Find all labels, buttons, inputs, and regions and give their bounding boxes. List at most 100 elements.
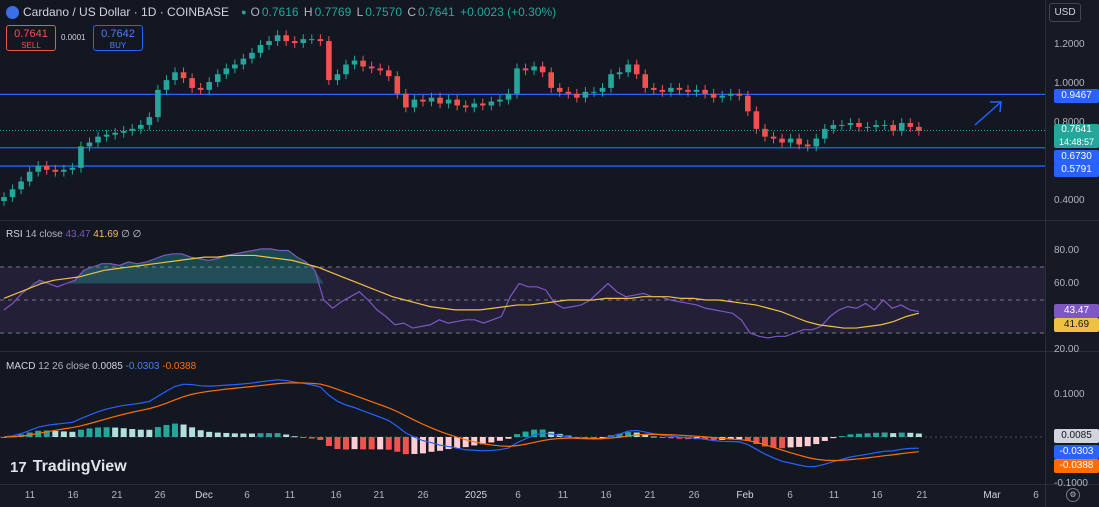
macd-histogram-bar <box>505 437 512 439</box>
candle <box>847 118 854 130</box>
candle <box>471 98 478 113</box>
time-axis-label: 6 <box>787 490 793 501</box>
time-axis-label: 6 <box>515 490 521 501</box>
candle <box>488 96 495 111</box>
macd-histogram-bar <box>616 433 623 437</box>
macd-histogram-bar <box>343 437 349 450</box>
candle <box>916 122 922 136</box>
macd-histogram-bar <box>368 437 375 450</box>
tv-logo-icon: 17 <box>10 458 27 476</box>
macd-histogram-bar <box>214 432 221 437</box>
macd-histogram-bar <box>60 431 67 437</box>
macd-histogram-bar <box>317 437 324 440</box>
price-tick: 0.8000 <box>1054 117 1085 128</box>
macd-histogram-bar <box>915 433 922 437</box>
candle <box>43 161 50 175</box>
macd-histogram-bar <box>69 431 76 437</box>
tradingview-logo[interactable]: 17 TradingView <box>10 458 127 476</box>
macd-histogram-bar <box>856 433 862 437</box>
macd-histogram-bar <box>257 433 264 437</box>
candle <box>753 106 760 134</box>
candle <box>26 166 33 187</box>
candle <box>839 120 845 130</box>
time-axis-label: 16 <box>67 490 79 501</box>
macd-histogram-bar <box>291 436 298 438</box>
rsi-legend[interactable]: RSI 14 close 43.47 41.69 ∅ ∅ <box>6 229 142 240</box>
candle <box>283 30 289 46</box>
candle <box>454 94 460 111</box>
candle <box>394 71 401 99</box>
candle <box>138 120 144 134</box>
candle <box>334 69 341 85</box>
candle <box>736 88 743 101</box>
sell-button[interactable]: 0.7641 SELL <box>6 25 56 51</box>
macd-hist-tag: 0.0085 <box>1054 429 1099 443</box>
candle <box>35 161 41 177</box>
macd-signal-tag: -0.0388 <box>1054 459 1099 473</box>
macd-histogram-bar <box>573 437 580 438</box>
brand-name: TradingView <box>32 458 127 475</box>
time-axis-label: 26 <box>417 490 429 501</box>
candle <box>642 69 649 93</box>
macd-histogram-bar <box>821 437 828 441</box>
settings-gear-icon[interactable]: ⚙ <box>1066 488 1080 502</box>
resistance-price-tag: 0.9467 <box>1054 89 1099 103</box>
sell-price: 0.7641 <box>14 28 48 40</box>
candle <box>685 84 691 97</box>
rsi-ma-tag: 41.69 <box>1054 318 1099 332</box>
candle <box>52 164 59 177</box>
arrow-drawing[interactable] <box>974 101 1002 126</box>
time-axis-label: Mar <box>983 490 1001 501</box>
macd-histogram-bar <box>736 437 743 440</box>
macd-histogram-bar <box>248 433 255 437</box>
macd-line[interactable] <box>3 379 919 468</box>
candle <box>403 88 409 113</box>
buy-button[interactable]: 0.7642 BUY <box>93 25 143 51</box>
symbol-title: Cardano / US Dollar · 1D · COINBASE <box>23 5 230 19</box>
macd-histogram-bar <box>86 428 93 437</box>
macd-histogram-bar <box>873 432 880 437</box>
macd-histogram-bar <box>325 437 332 446</box>
candle <box>69 162 76 175</box>
macd-histogram-bar <box>43 430 50 437</box>
macd-legend[interactable]: MACD 12 26 close 0.0085 -0.0303 -0.0388 <box>6 361 197 372</box>
macd-histogram-bar <box>163 424 170 437</box>
buy-label: BUY <box>109 41 127 50</box>
macd-histogram-bar <box>112 427 119 437</box>
candle <box>163 75 170 95</box>
candle <box>129 123 136 136</box>
rsi-ma-line[interactable] <box>3 254 920 329</box>
candle <box>155 84 161 123</box>
time-axis-label: 26 <box>154 490 166 501</box>
macd-histogram-bar <box>274 433 281 437</box>
macd-histogram-bar <box>462 437 469 448</box>
time-axis-label: 16 <box>871 490 883 501</box>
time-axis-label: 21 <box>111 490 123 501</box>
macd-tick: 0.1000 <box>1054 389 1085 400</box>
candle <box>180 67 187 84</box>
macd-histogram-bar <box>445 437 452 450</box>
macd-histogram-bar <box>804 437 811 447</box>
ohlc-values: O 0.7616 H 0.7769 L 0.7570 C 0.7641 +0.0023 … <box>250 5 557 19</box>
currency-selector[interactable]: USD <box>1049 3 1081 22</box>
candle <box>291 36 298 48</box>
sell-label: SELL <box>21 41 41 50</box>
macd-histogram-bar <box>402 437 409 455</box>
candlestick-series <box>1 30 922 206</box>
candle <box>856 118 862 132</box>
rsi-line[interactable] <box>3 248 919 339</box>
candle <box>522 63 529 76</box>
macd-histogram-bar <box>146 429 153 437</box>
candle <box>813 133 820 152</box>
candle <box>112 127 118 140</box>
macd-tick: -0.1000 <box>1054 478 1088 489</box>
candle <box>189 73 195 93</box>
time-axis-label: 11 <box>828 490 840 501</box>
macd-signal-line[interactable] <box>3 382 919 462</box>
macd-histogram-bar <box>197 430 204 437</box>
candle <box>343 59 349 80</box>
candle-countdown: 14:48:57 <box>1058 137 1095 147</box>
candle <box>437 92 443 109</box>
